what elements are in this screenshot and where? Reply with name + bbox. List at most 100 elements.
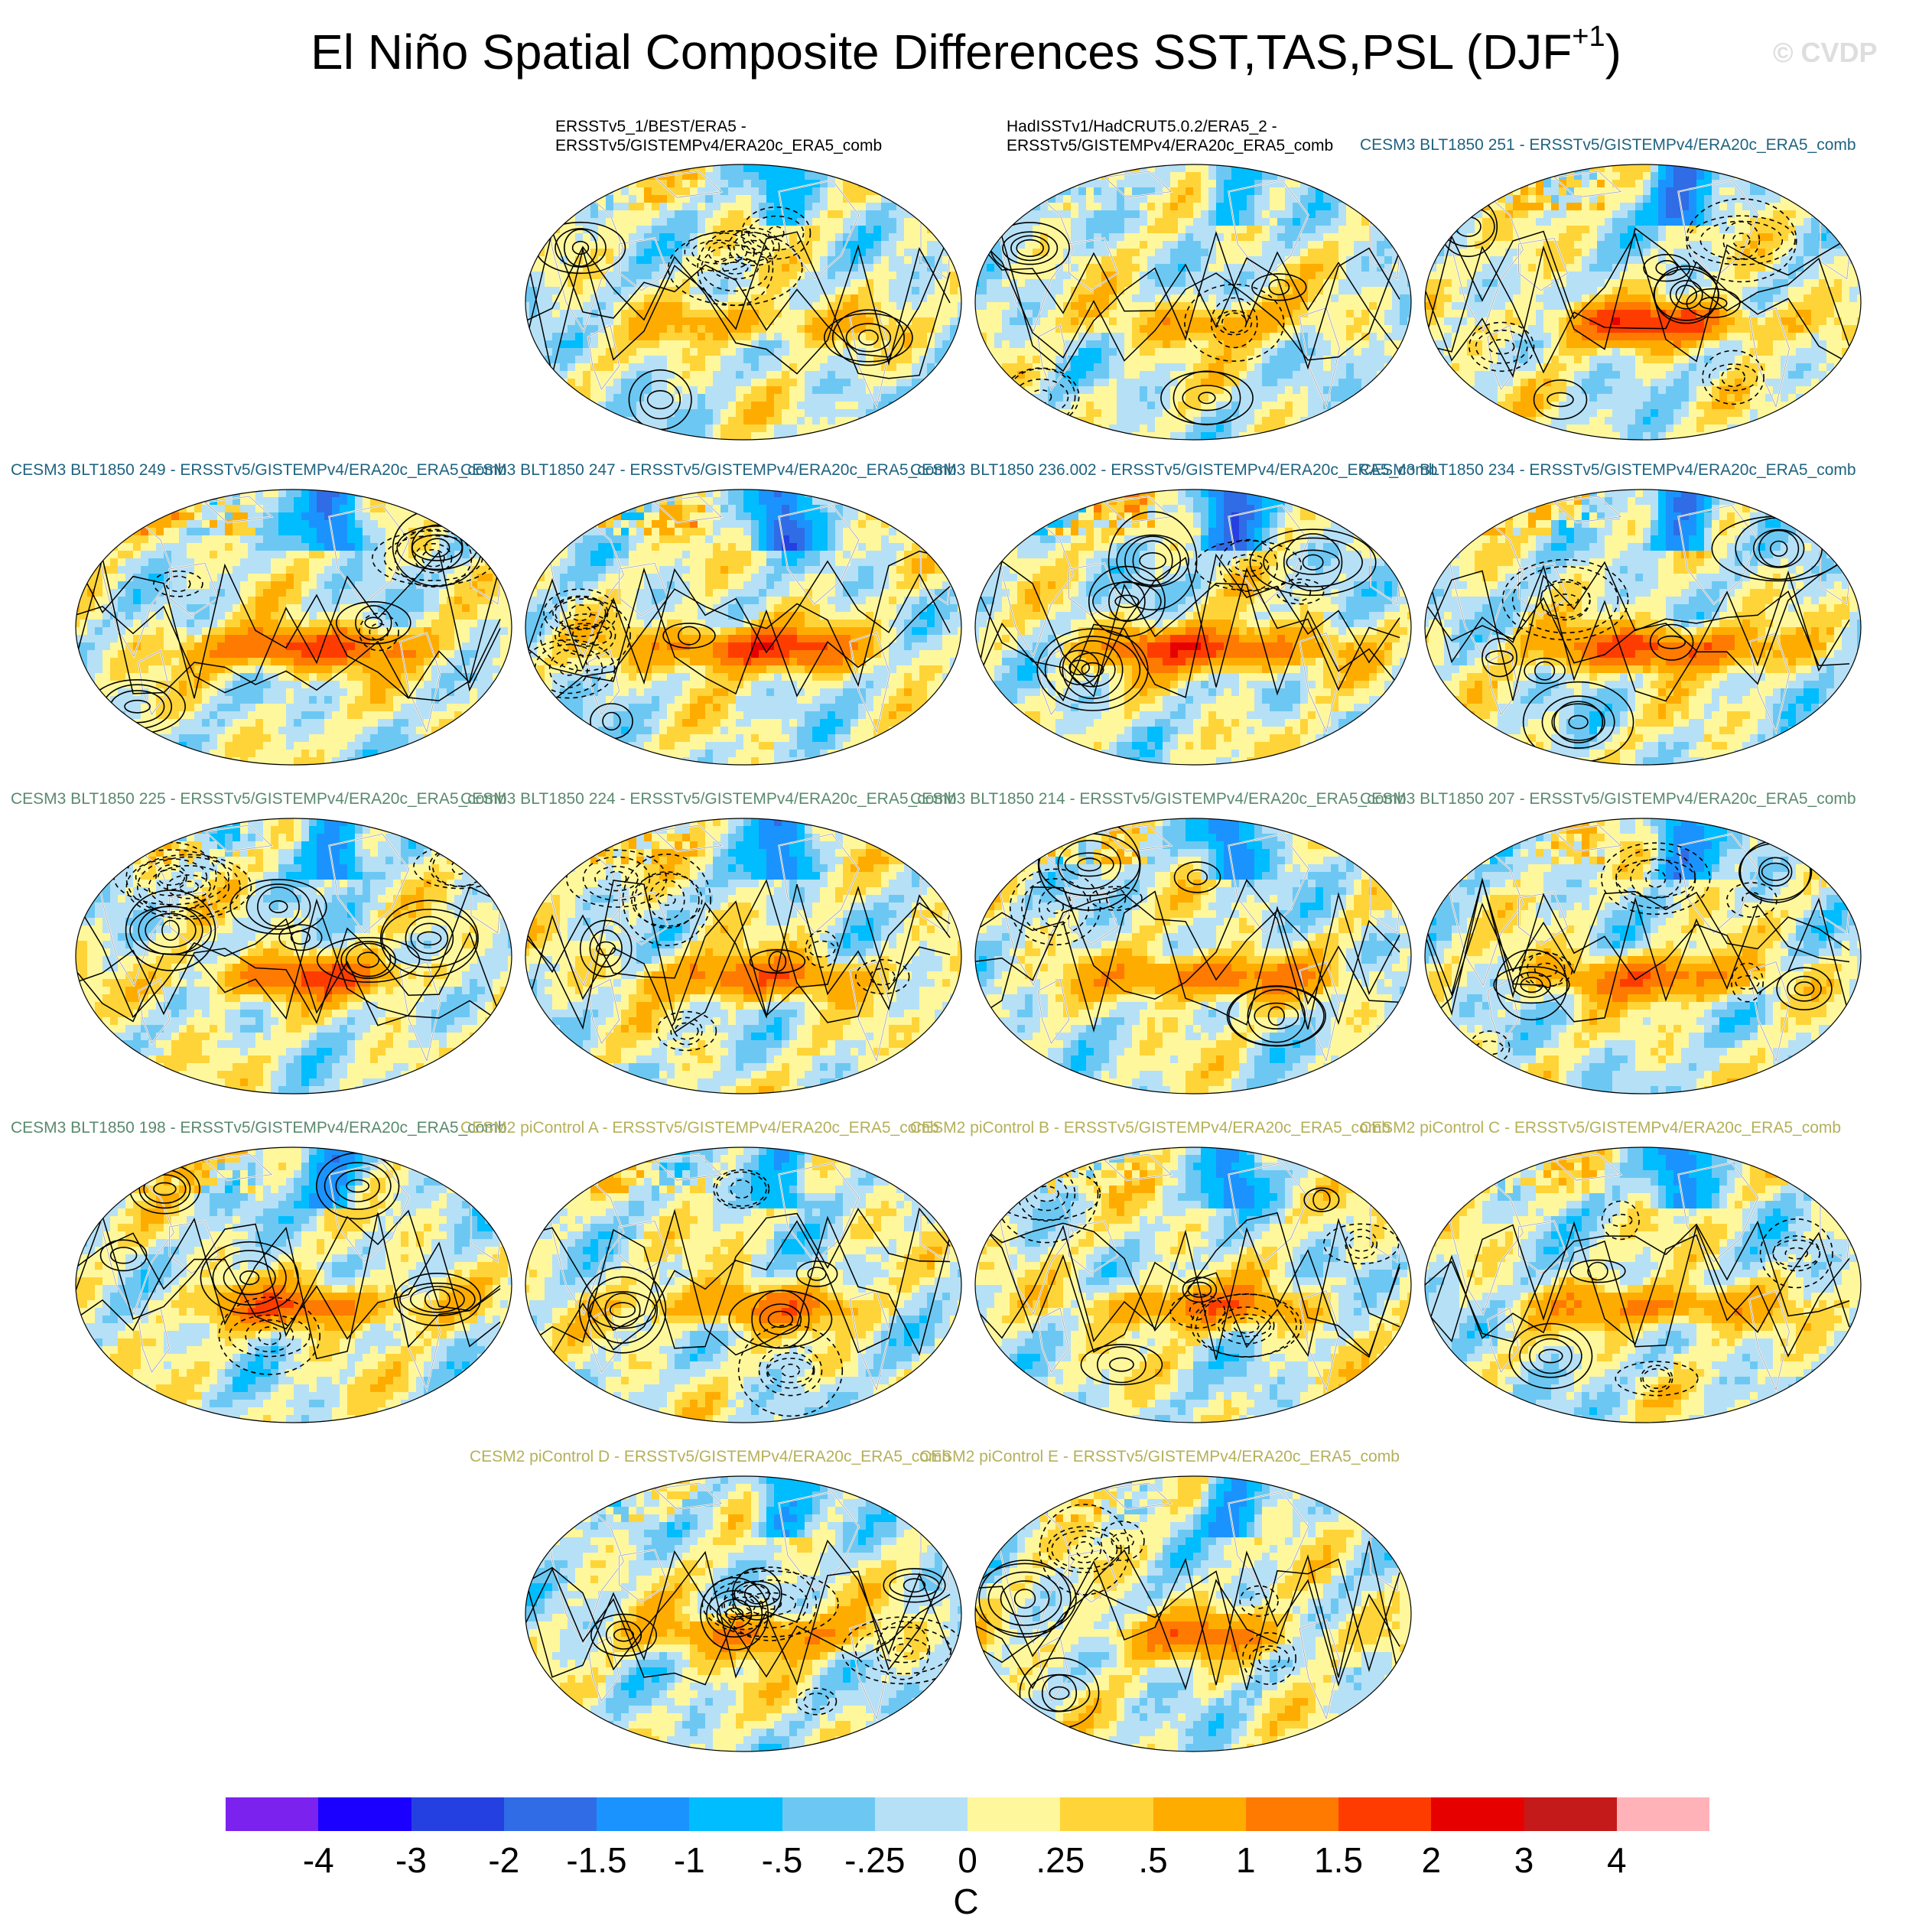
map-panel: CESM3 BLT1850 251 - ERSSTv5/GISTEMPv4/ER… — [1360, 136, 1865, 447]
map-panel: CESM2 piControl C - ERSSTv5/GISTEMPv4/ER… — [1360, 1119, 1865, 1430]
global-map — [75, 818, 512, 1094]
colorbar-swatch — [597, 1797, 690, 1831]
panel-label-line: HadISSTv1/HadCRUT5.0.2/ERA5_2 - — [1007, 117, 1333, 136]
colorbar-swatch — [874, 1797, 968, 1831]
panel-label: CESM3 BLT1850 225 - ERSSTv5/GISTEMPv4/ER… — [11, 789, 507, 808]
global-map — [1424, 1147, 1862, 1423]
panel-label-line: ERSSTv5/GISTEMPv4/ERA20c_ERA5_comb — [555, 136, 882, 155]
panel-label-line: CESM2 piControl B - ERSSTv5/GISTEMPv4/ER… — [910, 1118, 1390, 1137]
colorbar-tick-label: 0 — [922, 1839, 1013, 1882]
colorbar-swatch — [1616, 1797, 1709, 1831]
map-panel: CESM3 BLT1850 207 - ERSSTv5/GISTEMPv4/ER… — [1360, 790, 1865, 1101]
colorbar-swatch — [411, 1797, 504, 1831]
colorbar-tick-label: 1.5 — [1293, 1839, 1384, 1882]
colorbar-tick-label: -1 — [643, 1839, 735, 1882]
figure-title: El Niño Spatial Composite Differences SS… — [0, 21, 1932, 83]
panel-label: ERSSTv5_1/BEST/ERA5 - ERSSTv5/GISTEMPv4/E… — [555, 117, 882, 155]
global-map — [75, 1147, 512, 1423]
colorbar-swatch — [503, 1797, 597, 1831]
colorbar-tick-label: -4 — [272, 1839, 364, 1882]
colorbar-tick-label: 4 — [1571, 1839, 1663, 1882]
global-map — [1424, 489, 1862, 766]
global-map — [974, 818, 1412, 1094]
panel-label: CESM2 piControl A - ERSSTv5/GISTEMPv4/ER… — [460, 1118, 939, 1137]
panel-label-line: CESM3 BLT1850 247 - ERSSTv5/GISTEMPv4/ER… — [460, 460, 957, 480]
panel-label: CESM3 BLT1850 251 - ERSSTv5/GISTEMPv4/ER… — [1360, 135, 1856, 154]
map-panel: CESM2 piControl A - ERSSTv5/GISTEMPv4/ER… — [460, 1119, 965, 1430]
colorbar-swatch — [782, 1797, 875, 1831]
colorbar-tick-label: .25 — [1014, 1839, 1106, 1882]
panel-label: HadISSTv1/HadCRUT5.0.2/ERA5_2 - ERSSTv5/G… — [1007, 117, 1333, 155]
colorbar-swatch — [1524, 1797, 1617, 1831]
global-map — [974, 1475, 1412, 1752]
panel-label: CESM2 piControl E - ERSSTv5/GISTEMPv4/ER… — [919, 1447, 1400, 1466]
global-map — [974, 1147, 1412, 1423]
panel-label-line: CESM3 BLT1850 214 - ERSSTv5/GISTEMPv4/ER… — [910, 789, 1407, 808]
panel-label: CESM2 piControl B - ERSSTv5/GISTEMPv4/ER… — [910, 1118, 1390, 1137]
map-panel: CESM3 BLT1850 236.002 - ERSSTv5/GISTEMPv… — [910, 461, 1437, 772]
colorbar-swatch — [1245, 1797, 1338, 1831]
panel-label-line: CESM3 BLT1850 225 - ERSSTv5/GISTEMPv4/ER… — [11, 789, 507, 808]
map-panel: HadISSTv1/HadCRUT5.0.2/ERA5_2 - ERSSTv5/G… — [971, 118, 1415, 447]
colorbar-tick-label: -1.5 — [551, 1839, 642, 1882]
panel-label: CESM3 BLT1850 198 - ERSSTv5/GISTEMPv4/ER… — [11, 1118, 507, 1137]
map-panel: ERSSTv5_1/BEST/ERA5 - ERSSTv5/GISTEMPv4/E… — [522, 118, 965, 447]
global-map — [1424, 818, 1862, 1094]
panel-label-line: CESM2 piControl A - ERSSTv5/GISTEMPv4/ER… — [460, 1118, 939, 1137]
colorbar-unit: C — [0, 1880, 1932, 1923]
colorbar-tick-label: 1 — [1200, 1839, 1292, 1882]
colorbar-swatch — [968, 1797, 1061, 1831]
colorbar-tick-label: 3 — [1478, 1839, 1570, 1882]
global-map — [525, 164, 962, 441]
global-map — [1424, 164, 1862, 441]
global-map — [974, 489, 1412, 766]
panel-label-line: CESM2 piControl E - ERSSTv5/GISTEMPv4/ER… — [919, 1447, 1400, 1466]
colorbar-tick-label: -3 — [366, 1839, 457, 1882]
panel-label: CESM2 piControl C - ERSSTv5/GISTEMPv4/ER… — [1360, 1118, 1841, 1137]
global-map — [75, 489, 512, 766]
panel-label: CESM3 BLT1850 214 - ERSSTv5/GISTEMPv4/ER… — [910, 789, 1407, 808]
map-panel: CESM3 BLT1850 249 - ERSSTv5/GISTEMPv4/ER… — [11, 461, 516, 772]
colorbar-swatch — [1060, 1797, 1153, 1831]
panel-label-line: CESM3 BLT1850 251 - ERSSTv5/GISTEMPv4/ER… — [1360, 135, 1856, 154]
map-panel: CESM2 piControl E - ERSSTv5/GISTEMPv4/ER… — [919, 1448, 1415, 1759]
global-map — [974, 164, 1412, 441]
panel-label: CESM2 piControl D - ERSSTv5/GISTEMPv4/ER… — [470, 1447, 951, 1466]
global-map — [525, 1147, 962, 1423]
colorbar-swatch — [1431, 1797, 1524, 1831]
panel-label-line: ERSSTv5_1/BEST/ERA5 - — [555, 117, 882, 136]
title-close-paren: ) — [1605, 24, 1621, 80]
panel-label: CESM3 BLT1850 224 - ERSSTv5/GISTEMPv4/ER… — [460, 789, 957, 808]
map-panel: CESM3 BLT1850 234 - ERSSTv5/GISTEMPv4/ER… — [1360, 461, 1865, 772]
colorbar-tick-label: -.5 — [737, 1839, 828, 1882]
colorbar-tick-label: -.25 — [829, 1839, 921, 1882]
map-panel: CESM3 BLT1850 214 - ERSSTv5/GISTEMPv4/ER… — [910, 790, 1415, 1101]
map-panel: CESM2 piControl B - ERSSTv5/GISTEMPv4/ER… — [910, 1119, 1415, 1430]
colorbar-swatch — [689, 1797, 782, 1831]
title-main: El Niño Spatial Composite Differences SS… — [311, 24, 1572, 80]
global-map — [525, 489, 962, 766]
colorbar-tick-label: 2 — [1385, 1839, 1477, 1882]
map-panel: CESM2 piControl D - ERSSTv5/GISTEMPv4/ER… — [470, 1448, 965, 1759]
panel-label-line: CESM2 piControl C - ERSSTv5/GISTEMPv4/ER… — [1360, 1118, 1841, 1137]
map-panel: CESM3 BLT1850 247 - ERSSTv5/GISTEMPv4/ER… — [460, 461, 965, 772]
global-map — [525, 1475, 962, 1752]
map-panel: CESM3 BLT1850 198 - ERSSTv5/GISTEMPv4/ER… — [11, 1119, 516, 1430]
colorbar-swatch — [318, 1797, 411, 1831]
panel-label-line: CESM3 BLT1850 198 - ERSSTv5/GISTEMPv4/ER… — [11, 1118, 507, 1137]
map-panel: CESM3 BLT1850 225 - ERSSTv5/GISTEMPv4/ER… — [11, 790, 516, 1101]
panel-label-line: CESM3 BLT1850 224 - ERSSTv5/GISTEMPv4/ER… — [460, 789, 957, 808]
panel-label: CESM3 BLT1850 207 - ERSSTv5/GISTEMPv4/ER… — [1360, 789, 1856, 808]
colorbar-tick-labels: -4 -3 -2 -1.5 -1 -.5 -.25 0.25.5 1 1.5 2 3 4 — [226, 1839, 1709, 1885]
panel-label-line: CESM3 BLT1850 234 - ERSSTv5/GISTEMPv4/ER… — [1360, 460, 1856, 480]
panel-label-line: CESM3 BLT1850 249 - ERSSTv5/GISTEMPv4/ER… — [11, 460, 507, 480]
colorbar-swatch — [1153, 1797, 1246, 1831]
panel-label-line: CESM3 BLT1850 207 - ERSSTv5/GISTEMPv4/ER… — [1360, 789, 1856, 808]
panel-label: CESM3 BLT1850 236.002 - ERSSTv5/GISTEMPv… — [910, 460, 1437, 480]
panel-label-line: ERSSTv5/GISTEMPv4/ERA20c_ERA5_comb — [1007, 136, 1333, 155]
panel-label-line: CESM3 BLT1850 236.002 - ERSSTv5/GISTEMPv… — [910, 460, 1437, 480]
title-superscript: +1 — [1572, 21, 1605, 53]
colorbar-swatch — [226, 1797, 319, 1831]
colorbar-swatch — [1338, 1797, 1432, 1831]
global-map — [525, 818, 962, 1094]
